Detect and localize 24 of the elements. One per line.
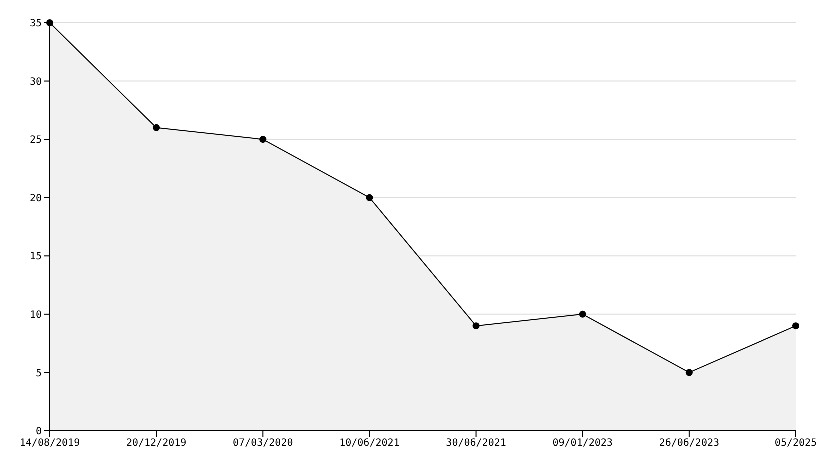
point <box>366 194 374 202</box>
x-tick-label: 26/06/2023 <box>659 438 720 450</box>
y-tick-label: 15 <box>30 252 42 263</box>
x-tick-label: 20/12/2019 <box>126 438 187 450</box>
x-tick-label: 09/01/2023 <box>552 438 613 450</box>
point <box>579 310 586 318</box>
x-tick-label: 05/2025 <box>774 438 818 450</box>
point <box>153 124 160 132</box>
x-tick-label: 07/03/2020 <box>233 438 294 450</box>
point <box>472 322 480 330</box>
y-tick-label: 20 <box>30 193 42 204</box>
y-tick-label: 25 <box>30 135 42 146</box>
y-tick-label: 30 <box>30 76 42 88</box>
x-tick-label: 10/06/2021 <box>340 438 400 450</box>
y-tick-label: 0 <box>36 426 42 438</box>
point <box>260 136 267 144</box>
x-tick-label: 30/06/2021 <box>446 438 506 450</box>
y-tick-label: 5 <box>36 368 42 380</box>
y-tick-label: 10 <box>30 310 42 321</box>
y-tick-label: 35 <box>30 18 42 30</box>
x-tick-label: 14/08/2019 <box>20 438 80 450</box>
point <box>792 322 800 330</box>
point <box>686 369 693 376</box>
point <box>46 20 54 26</box>
